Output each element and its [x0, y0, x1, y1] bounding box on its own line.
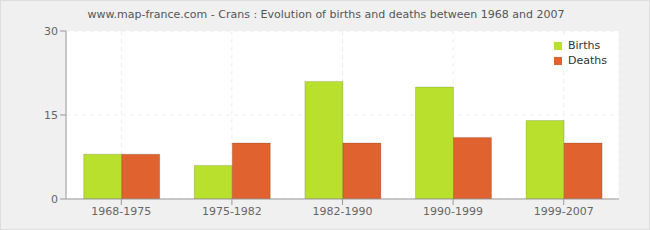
svg-text:1968-1975: 1968-1975 — [91, 205, 151, 218]
svg-text:1975-1982: 1975-1982 — [202, 205, 262, 218]
html-text:www.map-france.com - Crans : E: www.map-france.com - Crans : Evolution o… — [87, 8, 565, 21]
svg-text:30: 30 — [44, 25, 58, 38]
svg-text:1999-2007: 1999-2007 — [534, 205, 594, 218]
html-text:Deaths: Deaths — [568, 54, 607, 67]
svg-text:1982-1990: 1982-1990 — [313, 205, 373, 218]
svg-text:1990-1999: 1990-1999 — [423, 205, 483, 218]
svg-text:15: 15 — [44, 109, 58, 122]
svg-text:0: 0 — [51, 193, 58, 206]
html-text:Births: Births — [568, 39, 601, 52]
